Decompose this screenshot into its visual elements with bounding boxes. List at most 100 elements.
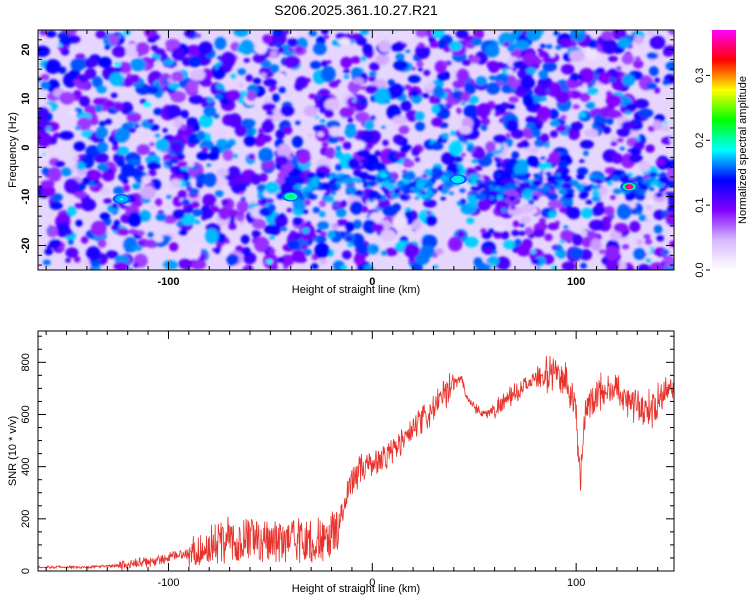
heatmap-cell [49,201,63,210]
heatmap-cell [150,45,159,52]
heatmap-cell [602,126,612,135]
heatmap-cell [365,85,379,94]
heatmap-cell [403,243,420,258]
heatmap-band-cell [518,184,526,190]
heatmap-cell [351,33,360,41]
heatmap-cell [487,255,499,267]
heatmap-cell [456,68,470,83]
heatmap-cell [102,174,108,179]
heatmap-cell [216,83,224,90]
heatmap-cell [258,127,265,135]
heatmap-cell [312,237,319,242]
heatmap-cell [75,219,83,227]
heatmap-cell [634,114,640,120]
heatmap-cell [411,220,422,231]
heatmap-cell [430,167,443,180]
heatmap-cell [73,141,86,152]
heatmap-cell [398,30,413,43]
heatmap-cell [170,178,181,189]
heatmap-cell [569,247,584,259]
heatmap-cell [382,139,389,146]
heatmap-cell [163,215,178,224]
heatmap-cell [586,87,599,95]
heatmap-cell [313,125,323,132]
heatmap-cell [551,265,558,270]
heatmap-cell [335,181,341,185]
heatmap-cell [83,57,98,68]
heatmap-cell [546,89,550,92]
heatmap-cell [320,60,329,67]
heatmap-cell [171,47,186,62]
heatmap-cell [385,247,398,257]
heatmap-cell [460,101,467,106]
heatmap-cell [114,62,122,67]
heatmap-cell [629,154,643,163]
heatmap-cell [583,128,599,138]
heatmap-cell [291,249,306,263]
heatmap-cell [86,246,101,261]
heatmap-cell [496,161,503,169]
heatmap-band-cell [592,185,600,191]
heatmap-cell [447,236,463,252]
heatmap-band-cell [599,176,606,181]
heatmap-cell [149,204,156,210]
heatmap-cell [471,159,479,164]
colorbar-tick-label: 0.0 [694,262,706,277]
heatmap-band-cell [336,177,343,182]
heatmap-cell [324,98,341,111]
heatmap-cell [40,81,50,90]
y-tick-label: 0 [20,144,32,150]
heatmap-band-cell [641,179,649,185]
heatmap-cell [278,86,286,94]
heatmap-cell [619,146,625,151]
heatmap-band-cell [440,196,446,201]
heatmap-cell [131,183,142,190]
heatmap-cell [96,141,109,153]
heatmap-cell [368,75,376,83]
heatmap-cell [347,117,354,123]
heatmap-cell [512,220,520,228]
heatmap-cell [243,57,251,63]
heatmap-band-cell [315,171,326,178]
heatmap-cell [556,249,567,259]
heatmap-cell [279,213,286,220]
heatmap-cell [648,262,665,270]
heatmap-cell [111,45,127,58]
heatmap-cell [170,91,187,103]
heatmap-cell [47,167,62,182]
heatmap-cell [122,184,131,192]
heatmap-cell [448,139,464,156]
heatmap-cell [505,132,511,138]
heatmap-band-cell [634,175,644,182]
snr-x-axis-label: Height of straight line (km) [292,583,420,595]
heatmap-band-cell [558,188,568,195]
heatmap-cell [544,171,552,177]
heatmap-cell [507,44,516,52]
heatmap-cell [458,125,472,135]
y-tick-label: 400 [20,457,32,475]
heatmap-cell [654,77,660,83]
heatmap-cell [375,53,390,66]
heatmap-cell [486,82,501,95]
heatmap-band-cell [402,188,412,195]
heatmap-cell [103,198,113,204]
heatmap-cell [581,207,593,219]
heatmap-cell [60,167,72,177]
heatmap-cell [430,142,444,151]
heatmap-cell [113,186,126,195]
heatmap-cell [311,263,319,270]
heatmap-cell [380,229,396,241]
heatmap-cell [451,91,462,100]
heatmap-cell [401,144,412,151]
heatmap-cell [558,38,571,46]
heatmap-cell [227,139,236,147]
heatmap-cell [601,39,618,55]
heatmap-band-cell [620,173,626,177]
heatmap-cell [378,39,392,53]
heatmap-cell [227,221,237,230]
heatmap-cell [204,228,219,244]
heatmap-band-cell [501,171,512,180]
heatmap-cell [581,236,593,248]
heatmap-cell [116,158,125,167]
